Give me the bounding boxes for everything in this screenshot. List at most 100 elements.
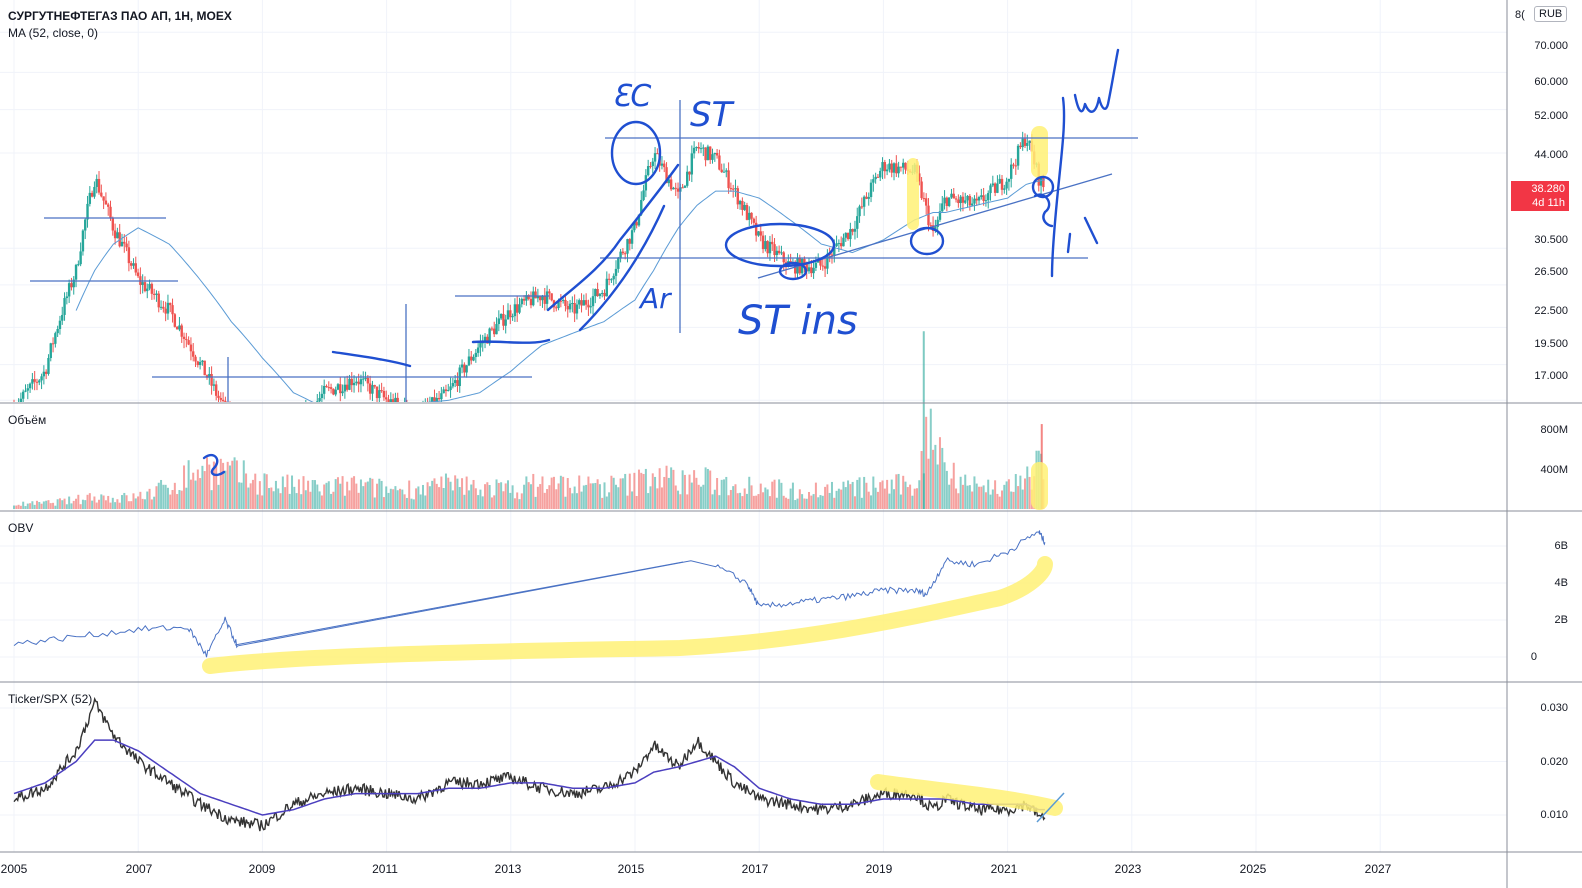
obv-tick: 4B	[1554, 577, 1568, 589]
bar-countdown: 4d 11h	[1532, 197, 1565, 209]
ma-legend[interactable]: MA (52, close, 0)	[8, 26, 99, 40]
volume-bar	[130, 501, 133, 509]
volume-bar	[309, 491, 312, 509]
volume-bar	[844, 487, 847, 509]
volume-bar	[794, 500, 797, 509]
volume-bar	[120, 495, 123, 509]
volume-bar	[235, 460, 238, 509]
volume-bar	[212, 461, 215, 509]
price-candle-body	[564, 299, 567, 306]
volume-bar	[984, 492, 987, 509]
price-candle-body	[403, 404, 405, 415]
volume-bar	[146, 491, 149, 509]
volume-bar	[702, 484, 705, 509]
volume-bar	[656, 488, 659, 509]
price-candle-body	[497, 318, 501, 325]
currency-button[interactable]: RUB	[1534, 6, 1568, 22]
price-candle-body	[621, 251, 625, 254]
price-candle-body	[373, 385, 376, 387]
price-candle-body	[665, 167, 668, 184]
price-candle-body	[773, 244, 776, 256]
price-candle-body	[329, 387, 333, 389]
volume-bar	[899, 494, 902, 509]
circle-mark	[724, 222, 836, 268]
volume-bar	[426, 482, 429, 509]
price-candle-body	[440, 393, 443, 400]
volume-bar	[989, 494, 992, 509]
volume-bar	[546, 489, 549, 509]
price-candle-body	[603, 292, 606, 297]
volume-bar	[904, 481, 907, 509]
ratio-legend[interactable]: Ticker/SPX (52)	[8, 692, 93, 706]
obv-pane[interactable]	[13, 530, 1046, 658]
price-candle-body	[568, 303, 572, 310]
volume-bar	[240, 482, 243, 509]
volume-highlight-mark	[1031, 462, 1048, 510]
price-candle-body	[1010, 164, 1013, 179]
volume-bar	[860, 497, 863, 509]
price-candle-body	[486, 336, 489, 344]
volume-bar	[830, 481, 833, 509]
price-candle-body	[422, 408, 424, 418]
volume-bar	[674, 485, 677, 509]
brush-stroke	[1050, 96, 1066, 278]
price-candle-body	[550, 293, 553, 301]
volume-bar	[803, 498, 806, 509]
price-candle-body	[44, 371, 48, 374]
price-candle-body	[964, 200, 967, 203]
volume-legend[interactable]: Объём	[8, 413, 47, 427]
volume-bar	[911, 495, 914, 509]
volume-bar	[38, 502, 41, 509]
volume-bar	[389, 488, 392, 509]
price-candle-body	[764, 241, 767, 250]
obv-tick: 2B	[1554, 614, 1568, 626]
price-candle-body	[291, 425, 293, 429]
volume-bar	[178, 490, 181, 509]
price-candle-body	[614, 268, 618, 276]
price-candle-body	[451, 383, 455, 387]
volume-bar	[872, 476, 875, 509]
price-candle-body	[741, 200, 744, 210]
price-candle-body	[1005, 181, 1008, 189]
price-candle-body	[192, 351, 195, 357]
volume-bar	[438, 487, 441, 509]
price-candle-body	[19, 398, 23, 402]
volume-bar	[681, 470, 684, 509]
price-candle-body	[651, 161, 654, 167]
price-candle-body	[65, 296, 69, 299]
price-candle-body	[102, 196, 105, 201]
price-candle-body	[623, 253, 627, 255]
price-candle-body	[649, 166, 652, 168]
price-candle-body	[924, 198, 928, 206]
obv-legend[interactable]: OBV	[8, 521, 34, 535]
price-candle-body	[683, 185, 687, 188]
price-candle-body	[938, 211, 942, 220]
price-candle-body	[490, 328, 494, 330]
price-candle-body	[212, 384, 216, 386]
volume-bar	[143, 499, 146, 509]
price-candle-body	[902, 162, 905, 168]
price-candle-body	[61, 314, 64, 321]
volume-bar	[649, 486, 652, 509]
volume-bar	[421, 484, 424, 509]
volume-bar	[61, 500, 64, 509]
volume-bar	[109, 502, 112, 509]
price-candle-body	[578, 300, 581, 305]
volume-bar	[192, 472, 195, 509]
volume-pane[interactable]	[13, 331, 1045, 509]
price-candle-body	[474, 352, 478, 357]
price-candle-body	[810, 267, 813, 274]
user-drawings[interactable]: ƐC ST Ar ST ins	[30, 48, 1138, 823]
volume-bar	[399, 488, 402, 509]
volume-bar	[42, 501, 45, 509]
price-candle-body	[399, 404, 401, 406]
volume-bar	[22, 501, 25, 509]
volume-bar	[169, 494, 172, 509]
price-pane[interactable]	[13, 131, 1046, 446]
price-candle-body	[270, 425, 272, 438]
ratio-pane[interactable]	[13, 696, 1046, 832]
price-candle-body	[277, 429, 279, 430]
volume-bar	[548, 485, 551, 509]
price-candle-body	[196, 361, 200, 366]
